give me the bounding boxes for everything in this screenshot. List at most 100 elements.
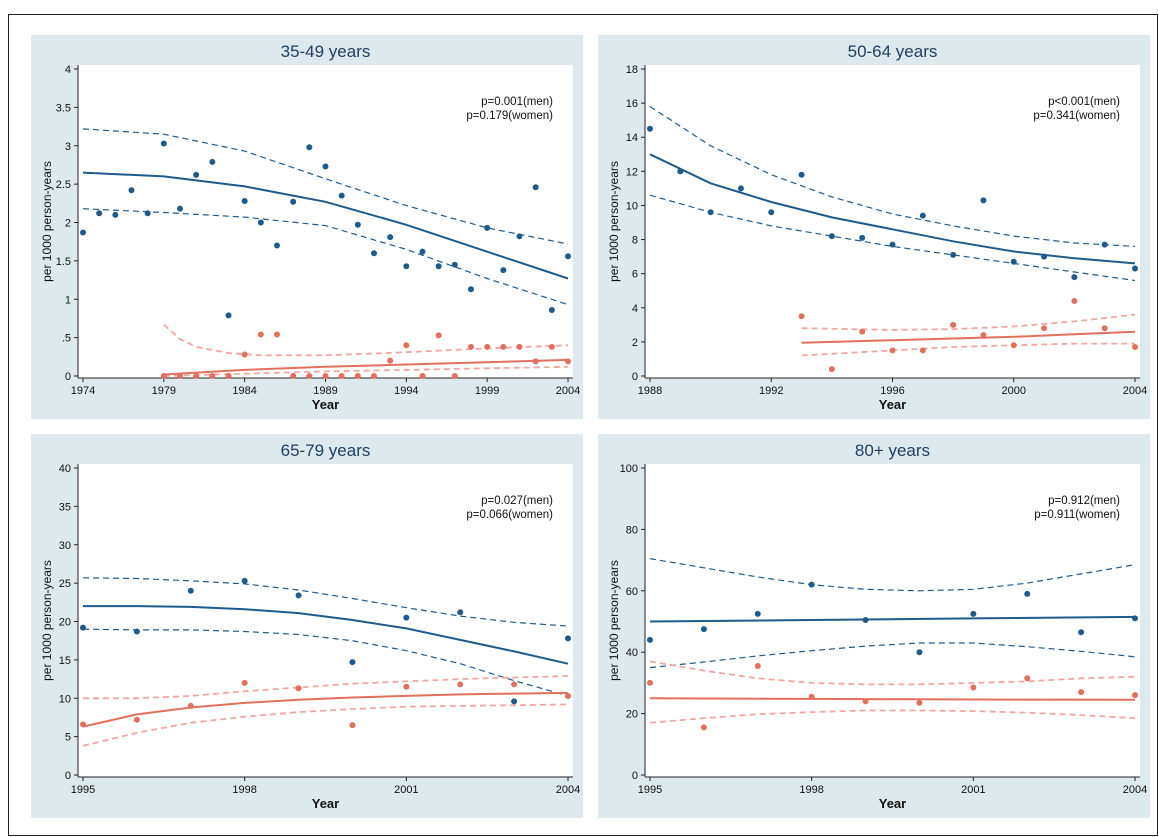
y-tick-label: 10: [626, 200, 638, 212]
y-tick-label: 20: [59, 617, 71, 629]
men-data-point: [371, 250, 377, 257]
men-data-point: [862, 616, 869, 623]
women-data-point: [274, 331, 280, 338]
women-data-point: [354, 373, 361, 379]
y-axis-label: per 1000 person-years: [40, 560, 54, 681]
men-data-point: [457, 609, 464, 616]
x-tick-label: 2004: [556, 385, 580, 397]
men-data-point: [565, 635, 571, 642]
x-tick-label: 1984: [232, 385, 256, 397]
women-data-point: [500, 343, 507, 350]
men-data-point: [241, 577, 248, 584]
y-tick-label: 40: [59, 463, 71, 475]
y-tick-label: 0: [632, 371, 638, 383]
x-tick-label: 1996: [880, 385, 904, 397]
women-data-point: [295, 685, 302, 692]
women-data-point: [1101, 325, 1108, 332]
y-tick-label: 0: [65, 371, 71, 383]
panel-80-plus-years: 80+ years 0 20 40 60 80 100 1995 1998 2001 2004 Yea…: [598, 434, 1150, 818]
men-data-point: [306, 144, 313, 151]
y-tick-label: 2: [65, 218, 71, 230]
men-data-point: [1041, 253, 1048, 260]
women-data-point: [754, 663, 761, 670]
men-fit-line: [649, 153, 1136, 265]
men-data-point: [349, 659, 356, 666]
men-data-point: [80, 624, 86, 631]
women-data-point: [338, 373, 345, 379]
women-data-point: [828, 366, 835, 373]
y-tick-label: 1: [65, 294, 71, 306]
men-data-point: [532, 184, 539, 191]
women-data-point: [565, 692, 571, 699]
men-data-point: [700, 626, 707, 633]
p-value-annotation: p=0.001(men): [481, 96, 553, 108]
women-data-point: [187, 702, 194, 709]
p-value-annotation: p=0.341(women): [1033, 110, 1120, 122]
men-ci-upper: [82, 128, 569, 245]
women-data-point: [1024, 675, 1031, 682]
women-data-point: [862, 698, 869, 705]
women-data-point: [484, 343, 491, 350]
women-ci-upper: [649, 660, 1136, 686]
women-data-point: [403, 342, 410, 349]
women-ci-lower: [163, 365, 569, 377]
women-data-point: [435, 332, 442, 339]
men-data-point: [435, 263, 442, 270]
women-ci-upper: [163, 323, 569, 357]
y-tick-label: 1.5: [56, 256, 71, 268]
x-tick-label: 2000: [1002, 385, 1026, 397]
women-data-point: [80, 721, 86, 728]
men-ci-lower: [649, 642, 1136, 669]
men-ci-upper: [82, 577, 569, 627]
women-fit-line: [82, 691, 569, 728]
x-tick-label: 1998: [799, 784, 823, 796]
men-data-point: [274, 242, 280, 249]
women-data-point: [889, 347, 896, 354]
men-fit-line: [82, 171, 569, 280]
men-data-point: [468, 286, 474, 293]
women-data-point: [1132, 692, 1138, 699]
men-fit-line: [649, 615, 1136, 623]
men-data-point: [484, 224, 491, 231]
men-data-point: [1078, 629, 1085, 636]
women-data-point: [565, 358, 571, 365]
p-value-annotation: p=0.027(men): [481, 495, 553, 507]
y-axis-label: per 1000 person-years: [607, 161, 621, 282]
x-tick-label: 1995: [71, 784, 95, 796]
y-tick-label: 0: [65, 770, 71, 782]
women-data-point: [387, 357, 394, 364]
women-data-point: [241, 679, 248, 686]
women-data-point: [647, 679, 653, 686]
men-data-point: [889, 241, 896, 248]
y-tick-label: 3: [65, 141, 71, 153]
y-tick-label: 16: [626, 98, 638, 110]
women-data-point: [1010, 342, 1017, 349]
y-tick-label: 2.5: [56, 179, 71, 191]
women-data-point: [516, 343, 523, 350]
men-data-point: [193, 171, 200, 178]
men-data-point: [511, 698, 518, 705]
men-data-point: [754, 610, 761, 617]
men-data-point: [160, 140, 167, 147]
men-data-point: [647, 636, 653, 643]
men-data-point: [144, 210, 151, 217]
plot-area: [78, 464, 573, 777]
men-data-point: [500, 267, 507, 274]
men-data-point: [290, 198, 297, 205]
men-ci-upper: [649, 105, 1136, 247]
x-tick-label: 1995: [638, 784, 662, 796]
women-data-point: [209, 373, 216, 379]
women-ci-upper: [801, 313, 1136, 331]
y-tick-label: 15: [59, 655, 71, 667]
men-data-point: [1024, 590, 1031, 597]
x-tick-label: 2004: [1123, 784, 1147, 796]
x-tick-label: 1979: [152, 385, 176, 397]
p-value-annotation: p=0.912(men): [1048, 495, 1120, 507]
y-tick-label: 6: [632, 269, 638, 281]
men-data-point: [768, 209, 775, 216]
men-data-point: [950, 251, 957, 258]
men-data-point: [225, 312, 232, 319]
men-data-point: [970, 610, 977, 617]
x-tick-label: 2004: [556, 784, 580, 796]
men-data-point: [565, 253, 571, 260]
